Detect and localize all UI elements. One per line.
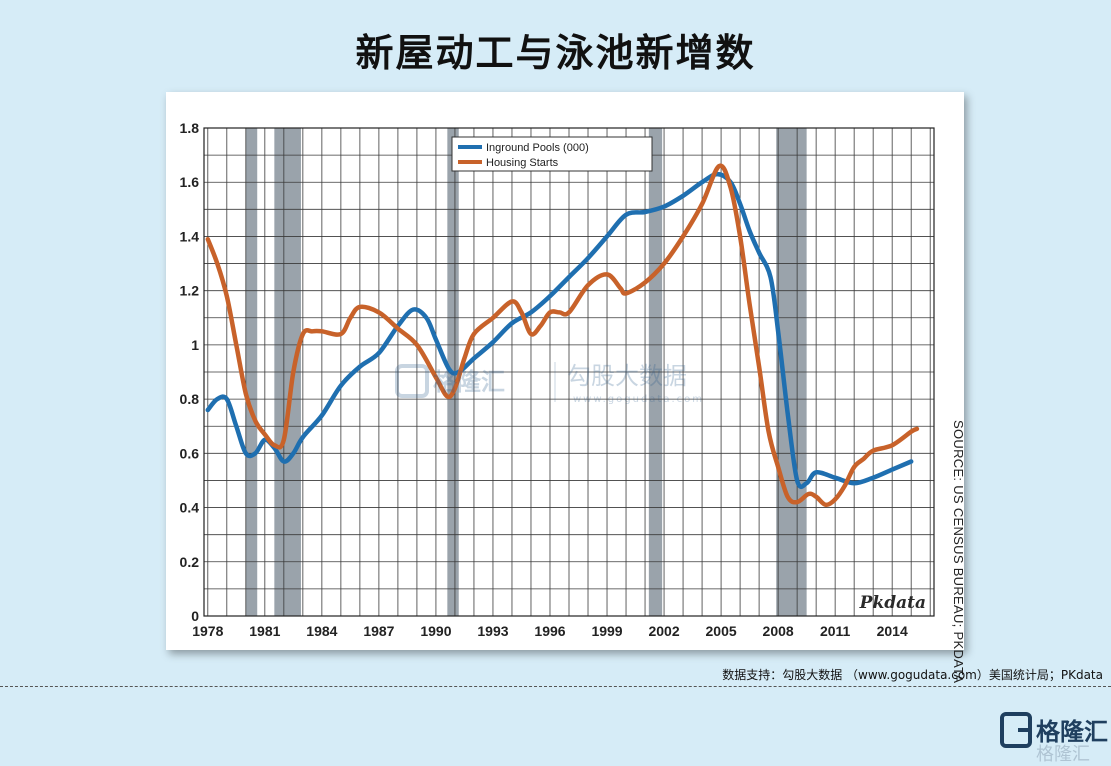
y-tick-label: 0.6: [180, 445, 200, 461]
x-tick-label: 1987: [363, 623, 394, 639]
gelonghui-logo: 格隆汇 格隆汇: [1000, 708, 1108, 765]
watermark-logo-icon: [395, 364, 429, 398]
x-tick-label: 2008: [763, 623, 794, 639]
x-tick-label: 1981: [249, 623, 280, 639]
y-tick-label: 0.2: [180, 554, 200, 570]
x-tick-label: 2002: [648, 623, 679, 639]
source-vertical-label: SOURCE: US CENSUS BUREAU; PKDATA: [951, 420, 966, 684]
legend-label: Inground Pools (000): [486, 142, 589, 154]
chart-panel: 0 0.2 0.4 0.6 0.8 1 1.2 1.4 1.6 1.8 1978 1981 1984 19…: [166, 92, 964, 650]
y-tick-label: 0: [191, 608, 199, 624]
y-tick-label: 1.8: [180, 120, 200, 136]
pkdata-brand: Pkdata: [859, 593, 926, 613]
y-tick-label: 1.4: [180, 228, 200, 244]
y-tick-label: 1.6: [180, 174, 200, 190]
series-lines: [205, 163, 920, 508]
line-chart: 0 0.2 0.4 0.6 0.8 1 1.2 1.4 1.6 1.8 1978 1981 1984 19…: [180, 120, 935, 639]
x-tick-label: 1996: [534, 623, 565, 639]
y-tick-label: 0.4: [180, 500, 200, 516]
x-tick-label: 2014: [877, 623, 908, 639]
legend-box: [451, 136, 653, 172]
dashed-divider: [0, 686, 1111, 687]
logo-text: 格隆汇: [1036, 718, 1108, 746]
x-tick-label: 1978: [192, 623, 223, 639]
x-tick-label: 1999: [591, 623, 622, 639]
y-tick-label: 1: [191, 337, 199, 353]
grid-lines: [203, 127, 935, 617]
watermark-left: 格隆汇: [433, 368, 505, 396]
axes: 0 0.2 0.4 0.6 0.8 1 1.2 1.4 1.6 1.8 1978 1981 1984 19…: [180, 120, 908, 639]
x-tick-label: 1984: [306, 623, 337, 639]
y-tick-label: 0.8: [180, 391, 200, 407]
logo-g-icon: [1000, 712, 1032, 748]
watermark: 格隆汇 勾股大数据 www.gogudata.com: [395, 362, 704, 405]
watermark-url: www.gogudata.com: [573, 394, 704, 405]
watermark-right: 勾股大数据: [567, 362, 687, 390]
chart-title: 新屋动工与泳池新增数: [355, 31, 756, 75]
x-tick-label: 2005: [706, 623, 737, 639]
y-tick-label: 1.2: [180, 283, 200, 299]
series-line-housing-starts: [205, 163, 920, 508]
legend: Inground Pools (000) Housing Starts: [451, 136, 653, 172]
logo-reflection: 格隆汇: [1036, 744, 1090, 765]
x-tick-label: 1990: [420, 623, 451, 639]
plot-border: [203, 127, 935, 617]
series-line-inground-pools: [205, 171, 914, 490]
x-tick-label: 1993: [477, 623, 508, 639]
legend-label: Housing Starts: [486, 157, 559, 169]
x-tick-label: 2011: [820, 623, 851, 639]
footer-source-note: 数据支持：勾股大数据 （www.gogudata.com）美国统计局；PKdat…: [722, 668, 1103, 682]
